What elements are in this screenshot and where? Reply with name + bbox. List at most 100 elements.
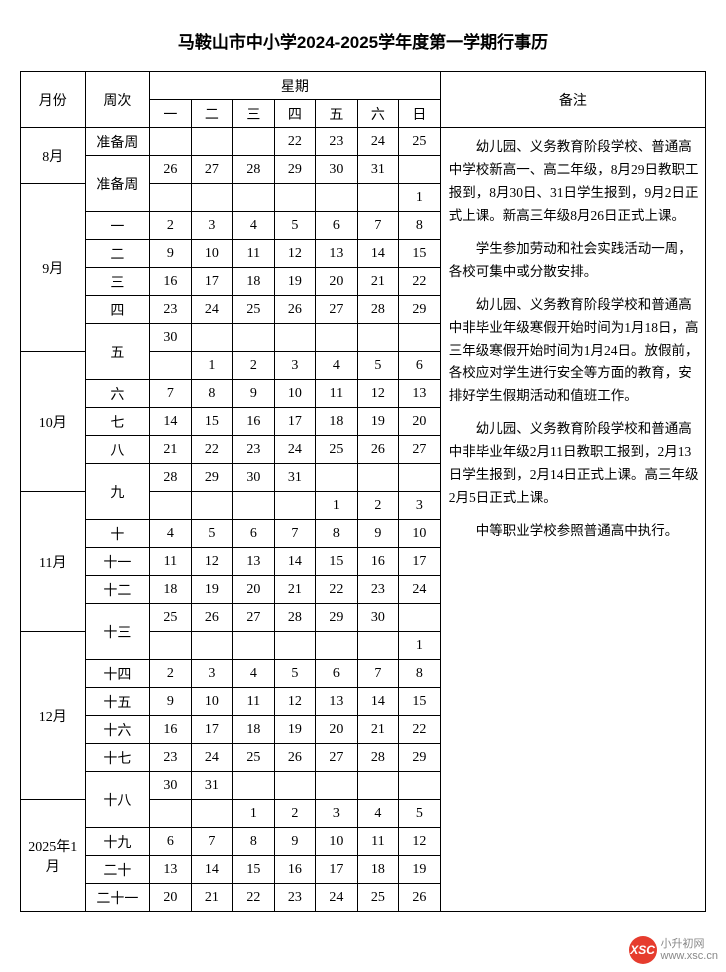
day-cell: 5	[191, 520, 233, 548]
day-cell: 17	[191, 268, 233, 296]
day-cell: 7	[274, 520, 316, 548]
month-label: 8月	[21, 128, 86, 184]
week-label: 二十	[85, 856, 150, 884]
day-cell: 14	[191, 856, 233, 884]
day-cell: 24	[191, 744, 233, 772]
day-cell: 28	[233, 156, 275, 184]
day-cell: 2	[150, 212, 192, 240]
day-cell: 23	[316, 128, 358, 156]
day-cell: 6	[150, 828, 192, 856]
week-label: 十六	[85, 716, 150, 744]
day-cell	[274, 324, 316, 352]
week-label: 七	[85, 408, 150, 436]
day-cell: 31	[274, 464, 316, 492]
day-cell: 4	[357, 800, 399, 828]
day-cell: 23	[233, 436, 275, 464]
month-label: 12月	[21, 632, 86, 800]
day-cell: 2	[274, 800, 316, 828]
day-cell: 10	[399, 520, 441, 548]
day-cell: 4	[233, 212, 275, 240]
day-cell: 5	[274, 212, 316, 240]
day-cell	[316, 772, 358, 800]
day-cell: 30	[233, 464, 275, 492]
col-month: 月份	[21, 72, 86, 128]
day-cell: 20	[316, 716, 358, 744]
day-cell	[399, 464, 441, 492]
header-row-1: 月份 周次 星期 备注	[21, 72, 706, 100]
day-cell	[233, 492, 275, 520]
col-week: 周次	[85, 72, 150, 128]
day-cell: 17	[399, 548, 441, 576]
day-cell	[150, 632, 192, 660]
day-cell: 4	[150, 520, 192, 548]
remark-p5: 中等职业学校参照普通高中执行。	[449, 520, 699, 543]
watermark: XSC 小升初网 www.xsc.cn	[629, 936, 718, 964]
week-label: 十九	[85, 828, 150, 856]
day-cell: 11	[316, 380, 358, 408]
day-cell	[399, 772, 441, 800]
week-label: 八	[85, 436, 150, 464]
table-row: 8月 准备周 22232425 幼儿园、义务教育阶段学校、普通高中学校新高一、高…	[21, 128, 706, 156]
day-cell: 26	[150, 156, 192, 184]
day-cell: 13	[233, 548, 275, 576]
day-cell: 24	[274, 436, 316, 464]
day-cell: 1	[399, 632, 441, 660]
day-cell: 3	[274, 352, 316, 380]
remark-p2: 学生参加劳动和社会实践活动一周，各校可集中或分散安排。	[449, 238, 699, 284]
day-cell: 2	[150, 660, 192, 688]
day-cell: 1	[399, 184, 441, 212]
week-label: 十二	[85, 576, 150, 604]
day-cell: 2	[233, 352, 275, 380]
day-cell: 10	[274, 380, 316, 408]
day-cell: 29	[274, 156, 316, 184]
week-label: 二	[85, 240, 150, 268]
day-cell: 8	[316, 520, 358, 548]
weekday-2: 二	[191, 100, 233, 128]
remark-p4: 幼儿园、义务教育阶段学校和普通高中非毕业年级2月11日教职工报到，2月13日学生…	[449, 418, 699, 510]
day-cell: 15	[399, 688, 441, 716]
day-cell	[399, 324, 441, 352]
watermark-line1: 小升初网	[661, 938, 718, 950]
day-cell: 16	[274, 856, 316, 884]
page-title: 马鞍山市中小学2024-2025学年度第一学期行事历	[20, 28, 706, 53]
day-cell: 14	[274, 548, 316, 576]
remarks-cell: 幼儿园、义务教育阶段学校、普通高中学校新高一、高二年级，8月29日教职工报到，8…	[440, 128, 705, 912]
week-label: 九	[85, 464, 150, 520]
day-cell: 25	[316, 436, 358, 464]
day-cell: 4	[233, 660, 275, 688]
day-cell: 14	[357, 240, 399, 268]
day-cell: 9	[274, 828, 316, 856]
day-cell: 8	[399, 212, 441, 240]
day-cell: 3	[191, 212, 233, 240]
day-cell: 3	[191, 660, 233, 688]
col-weekday-group: 星期	[150, 72, 441, 100]
day-cell: 11	[233, 240, 275, 268]
day-cell: 27	[233, 604, 275, 632]
week-label: 十四	[85, 660, 150, 688]
day-cell: 28	[357, 744, 399, 772]
day-cell: 24	[357, 128, 399, 156]
day-cell: 28	[274, 604, 316, 632]
weekday-5: 五	[316, 100, 358, 128]
weekday-7: 日	[399, 100, 441, 128]
day-cell	[399, 604, 441, 632]
day-cell: 24	[191, 296, 233, 324]
day-cell: 21	[357, 716, 399, 744]
day-cell: 9	[150, 240, 192, 268]
week-label: 准备周	[85, 128, 150, 156]
day-cell	[274, 632, 316, 660]
day-cell: 15	[316, 548, 358, 576]
day-cell: 19	[357, 408, 399, 436]
week-label: 四	[85, 296, 150, 324]
day-cell: 31	[191, 772, 233, 800]
day-cell: 17	[191, 716, 233, 744]
day-cell	[233, 184, 275, 212]
day-cell	[191, 800, 233, 828]
week-label: 十五	[85, 688, 150, 716]
day-cell: 18	[233, 268, 275, 296]
day-cell: 7	[357, 212, 399, 240]
day-cell: 7	[150, 380, 192, 408]
weekday-4: 四	[274, 100, 316, 128]
day-cell: 13	[399, 380, 441, 408]
day-cell: 18	[233, 716, 275, 744]
